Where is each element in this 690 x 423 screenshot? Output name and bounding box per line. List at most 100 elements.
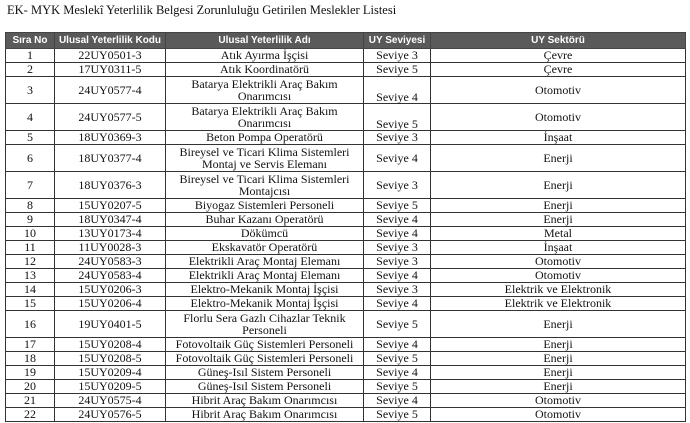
cell-no: 19 [5, 365, 55, 380]
table-row: 13 24UY0583-4 Elektrikli Araç Montaj Elema… [5, 268, 686, 283]
header-sector: UY Sektörü [430, 32, 686, 49]
table-row: 6 18UY0377-4 Bireysel ve Ticari Klima Sist… [5, 144, 686, 172]
cell-no: 17 [5, 337, 55, 352]
cell-name: Güneş-Isıl Sistem Personeli [165, 379, 364, 394]
cell-code: 24UY0577-4 [54, 76, 166, 104]
cell-no: 11 [5, 240, 55, 255]
cell-level: Seviye 5 [363, 379, 431, 394]
cell-no: 13 [5, 268, 55, 283]
cell-name: Florlu Sera Gazlı Cihazlar Teknik Person… [165, 310, 364, 338]
cell-sector: Otomotiv [430, 393, 686, 408]
cell-code: 24UY0576-5 [54, 407, 166, 422]
cell-level: Seviye 4 [363, 226, 431, 241]
cell-level: Seviye 4 [363, 212, 431, 227]
cell-sector: Enerji [430, 212, 686, 227]
cell-name: Bireysel ve Ticari Klima Sistemleri Mont… [165, 144, 364, 172]
cell-code: 18UY0376-3 [54, 171, 166, 199]
cell-level: Seviye 4 [363, 365, 431, 380]
cell-name: Bireysel ve Ticari Klima Sistemleri Mont… [165, 171, 364, 199]
cell-code: 15UY0206-4 [54, 296, 166, 311]
cell-level: Seviye 3 [363, 282, 431, 297]
cell-level: Seviye 4 [363, 296, 431, 311]
table-row: 5 18UY0369-3 Beton Pompa Operatörü Seviye 3… [5, 130, 686, 145]
table-row: 7 18UY0376-3 Bireysel ve Ticari Klima Sist… [5, 171, 686, 199]
cell-sector: Enerji [430, 365, 686, 380]
cell-code: 15UY0209-4 [54, 365, 166, 380]
cell-no: 7 [5, 171, 55, 199]
occupations-table: Sıra No Ulusal Yeterlilik Kodu Ulusal Ye… [5, 32, 686, 422]
cell-no: 20 [5, 379, 55, 394]
table-row: 10 13UY0173-4 Dökümcü Seviye 4 Metal [5, 226, 686, 241]
cell-code: 15UY0208-5 [54, 351, 166, 366]
cell-name: Buhar Kazanı Operatörü [165, 212, 364, 227]
document-title: EK- MYK Meslekî Yeterlilik Belgesi Zorun… [7, 3, 397, 17]
cell-name: Batarya Elektrikli Araç Bakım Onarımcısı [165, 76, 364, 104]
cell-sector: Enerji [430, 379, 686, 394]
cell-sector: Otomotiv [430, 76, 686, 104]
cell-level: Seviye 5 [363, 62, 431, 77]
cell-code: 13UY0173-4 [54, 226, 166, 241]
cell-name: Elektrikli Araç Montaj Elemanı [165, 268, 364, 283]
cell-level: Seviye 5 [363, 407, 431, 422]
cell-code: 24UY0583-4 [54, 268, 166, 283]
cell-level: Seviye 3 [363, 48, 431, 63]
cell-no: 4 [5, 103, 55, 131]
cell-name: Atık Ayırma İşçisi [165, 48, 364, 63]
cell-name: Elektrikli Araç Montaj Elemanı [165, 254, 364, 269]
cell-name: Hibrit Araç Bakım Onarımcısı [165, 393, 364, 408]
cell-code: 22UY0501-3 [54, 48, 166, 63]
cell-no: 3 [5, 76, 55, 104]
cell-name: Fotovoltaik Güç Sistemleri Personeli [165, 337, 364, 352]
cell-name: Dökümcü [165, 226, 364, 241]
table-row: 18 15UY0208-5 Fotovoltaik Güç Sistemleri P… [5, 351, 686, 366]
cell-sector: Enerji [430, 310, 686, 338]
table-row: 15 15UY0206-4 Elektro-Mekanik Montaj İşçis… [5, 296, 686, 311]
cell-level: Seviye 4 [363, 393, 431, 408]
cell-sector: İnşaat [430, 240, 686, 255]
cell-level: Seviye 3 [363, 254, 431, 269]
table-row: 17 15UY0208-4 Fotovoltaik Güç Sistemleri P… [5, 337, 686, 352]
table-row: 9 18UY0347-4 Buhar Kazanı Operatörü Seviye … [5, 212, 686, 227]
cell-sector: Enerji [430, 351, 686, 366]
cell-code: 18UY0347-4 [54, 212, 166, 227]
cell-name: Biyogaz Sistemleri Personeli [165, 198, 364, 213]
cell-sector: Çevre [430, 48, 686, 63]
cell-sector: Enerji [430, 144, 686, 172]
table-row: 8 15UY0207-5 Biyogaz Sistemleri Personeli S… [5, 198, 686, 213]
table-row: 3 24UY0577-4 Batarya Elektrikli Araç Bakım… [5, 76, 686, 104]
cell-name: Güneş-Isıl Sistem Personeli [165, 365, 364, 380]
cell-no: 10 [5, 226, 55, 241]
cell-sector: Enerji [430, 198, 686, 213]
cell-level: Seviye 3 [363, 130, 431, 145]
cell-sector: İnşaat [430, 130, 686, 145]
cell-no: 21 [5, 393, 55, 408]
cell-sector: Metal [430, 226, 686, 241]
cell-no: 2 [5, 62, 55, 77]
cell-level: Seviye 5 [363, 198, 431, 213]
cell-name: Hibrit Araç Bakım Onarımcısı [165, 407, 364, 422]
cell-code: 17UY0311-5 [54, 62, 166, 77]
cell-sector: Çevre [430, 62, 686, 77]
cell-name: Elektro-Mekanik Montaj İşçisi [165, 282, 364, 297]
cell-code: 15UY0208-4 [54, 337, 166, 352]
cell-name: Beton Pompa Operatörü [165, 130, 364, 145]
cell-level: Seviye 4 [363, 337, 431, 352]
cell-sector: Otomotiv [430, 407, 686, 422]
cell-code: 19UY0401-5 [54, 310, 166, 338]
cell-name: Elektro-Mekanik Montaj İşçisi [165, 296, 364, 311]
cell-name: Batarya Elektrikli Araç Bakım Onarımcısı [165, 103, 364, 131]
table-row: 1 22UY0501-3 Atık Ayırma İşçisi Seviye 3 Çev… [5, 48, 686, 63]
header-no: Sıra No [5, 32, 55, 49]
cell-code: 24UY0583-3 [54, 254, 166, 269]
cell-level: Seviye 4 [363, 268, 431, 283]
cell-code: 24UY0575-4 [54, 393, 166, 408]
header-level: UY Seviyesi [363, 32, 431, 49]
cell-no: 15 [5, 296, 55, 311]
cell-code: 18UY0377-4 [54, 144, 166, 172]
table-row: 16 19UY0401-5 Florlu Sera Gazlı Cihazlar T… [5, 310, 686, 338]
table-row: 2 17UY0311-5 Atık Koordinatörü Seviye 5 Çevr… [5, 62, 686, 77]
cell-code: 11UY0028-3 [54, 240, 166, 255]
cell-level: Seviye 3 [363, 171, 431, 199]
cell-name: Fotovoltaik Güç Sistemleri Personeli [165, 351, 364, 366]
cell-level: Seviye 5 [363, 103, 431, 131]
